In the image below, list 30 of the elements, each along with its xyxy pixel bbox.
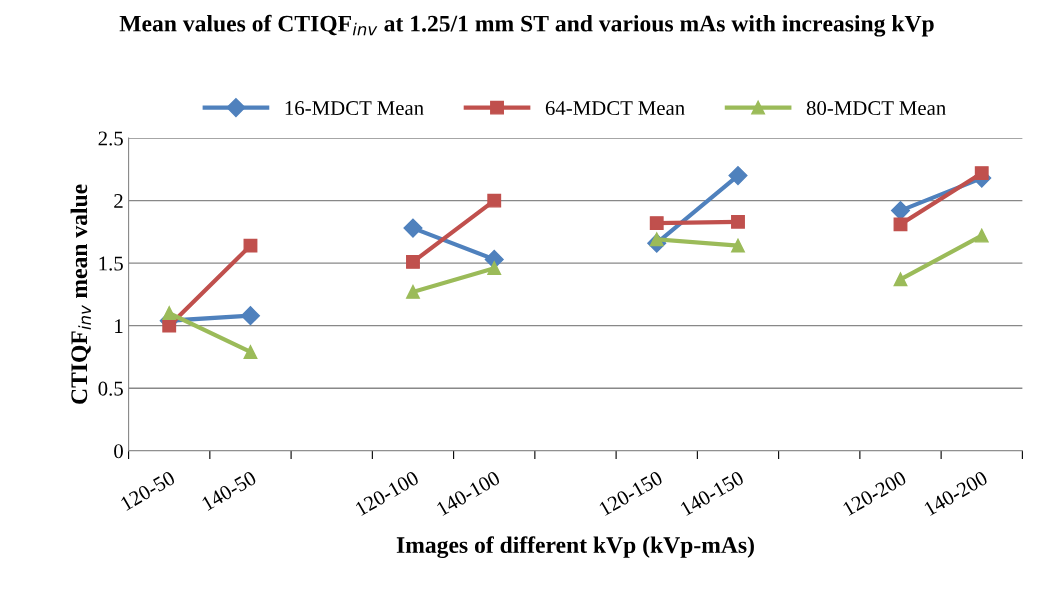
chart-title: Mean values of CTIQF$_{inv}$ at 1.25/1 mm ST and various mAs with increasing kVp <box>119 14 934 37</box>
point <box>403 218 423 238</box>
y-tick-label: 0 <box>114 444 123 459</box>
point <box>974 166 989 181</box>
point <box>487 193 502 208</box>
y-axis-title: CTIQF$_{inv}$ mean value <box>70 184 91 404</box>
legend-label: 80-MDCT Mean <box>806 101 946 116</box>
point <box>731 214 745 229</box>
point <box>487 261 502 276</box>
legend-label: 64-MDCT Mean <box>545 101 685 116</box>
point <box>243 238 258 253</box>
legend-label: 16-MDCT Mean <box>285 101 424 116</box>
y-tick-label: 0.5 <box>98 381 123 396</box>
point <box>243 345 258 359</box>
y-tick-label: 1 <box>115 319 123 333</box>
point <box>162 306 177 321</box>
y-tick-label: 2.5 <box>98 131 123 146</box>
point <box>893 272 908 287</box>
point <box>240 306 261 326</box>
point <box>406 284 420 299</box>
point <box>162 318 177 333</box>
point <box>406 254 420 269</box>
point <box>728 166 748 186</box>
point <box>893 217 908 232</box>
y-tick-label: 2 <box>114 194 123 208</box>
y-tick-label: 1.5 <box>99 256 123 271</box>
point <box>649 216 664 231</box>
x-axis-title: Images of different kVp (kVp-mAs) <box>396 536 754 559</box>
point <box>974 228 989 243</box>
point <box>731 238 745 253</box>
